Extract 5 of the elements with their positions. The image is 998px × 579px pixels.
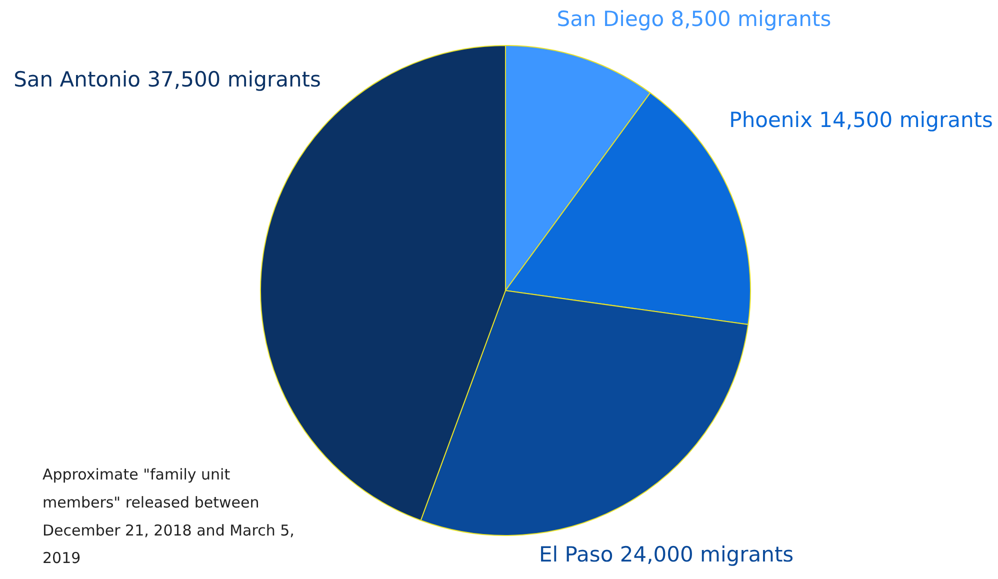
- slice-label: San Antonio 37,500 migrants: [14, 68, 321, 92]
- text: Approximate "family unit members" released between December 21, 2018 and March 5, 2019: [42, 466, 294, 568]
- slice-label: El Paso 24,000 migrants: [539, 542, 794, 566]
- slice-label: Phoenix 14,500 migrants: [729, 108, 993, 132]
- slice-label: San Diego 8,500 migrants: [556, 6, 832, 31]
